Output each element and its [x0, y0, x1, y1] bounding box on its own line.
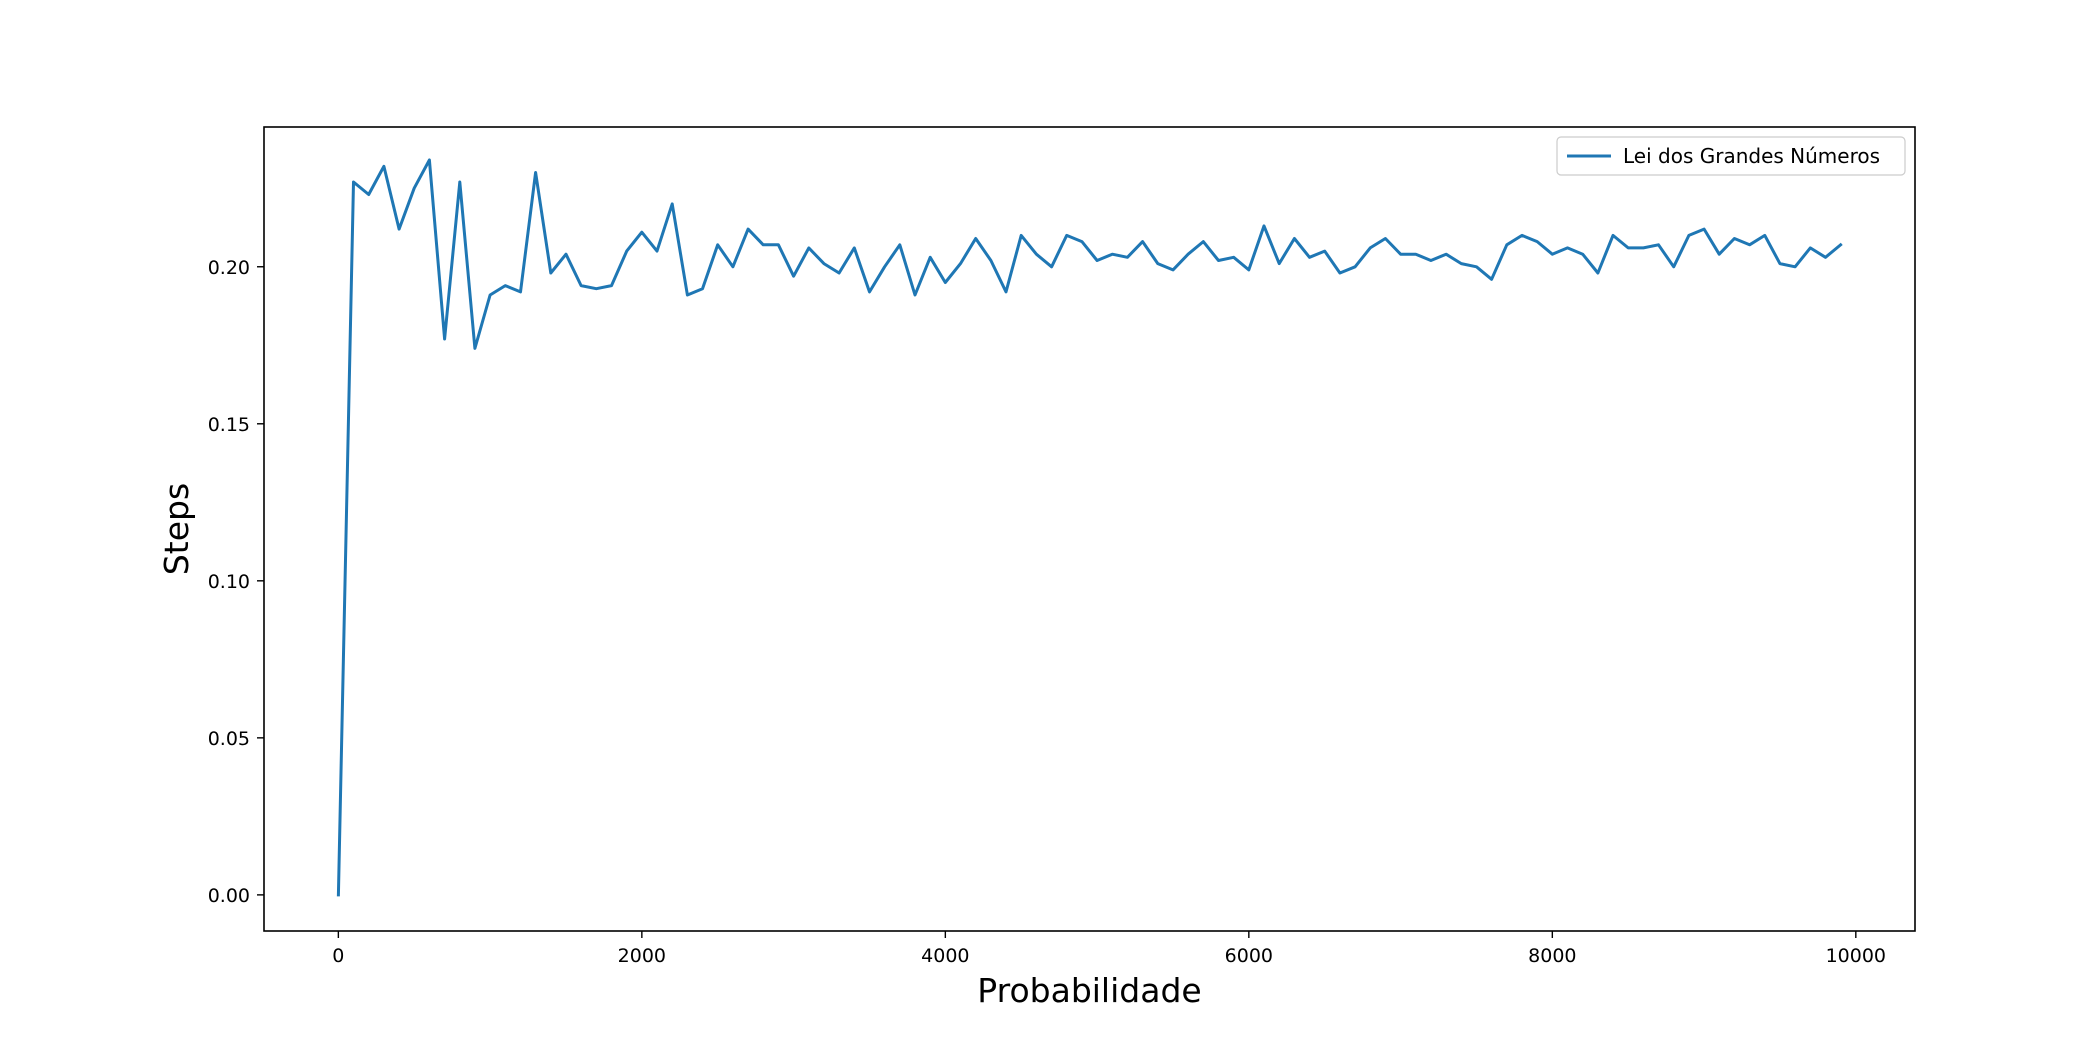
y-tick-label: 0.00 [208, 885, 250, 907]
legend: Lei dos Grandes Números [1556, 136, 1906, 176]
legend-box [1556, 136, 1906, 176]
axes-frame [263, 126, 1916, 932]
x-tick-label: 4000 [921, 945, 969, 967]
y-axis: 0.00 0.05 0.10 0.15 0.20 [208, 257, 264, 907]
x-tick-label: 2000 [618, 945, 666, 967]
x-axis: 0 2000 4000 6000 8000 10000 [332, 931, 1886, 967]
x-tick-label: 6000 [1225, 945, 1273, 967]
y-tick-label: 0.05 [208, 728, 250, 750]
x-axis-title: Probabilidade [977, 971, 1201, 1010]
y-axis-title: Steps [157, 483, 196, 575]
series-line [336, 158, 1843, 897]
y-tick-label: 0.10 [208, 571, 250, 593]
y-tick-label: 0.15 [208, 414, 250, 436]
x-tick-label: 8000 [1528, 945, 1576, 967]
legend-entry-label: Lei dos Grandes Números [1623, 144, 1880, 168]
x-tick-label: 10000 [1826, 945, 1886, 967]
x-tick-label: 0 [332, 945, 344, 967]
y-tick-label: 0.20 [208, 257, 250, 279]
series-layer [336, 158, 1843, 897]
